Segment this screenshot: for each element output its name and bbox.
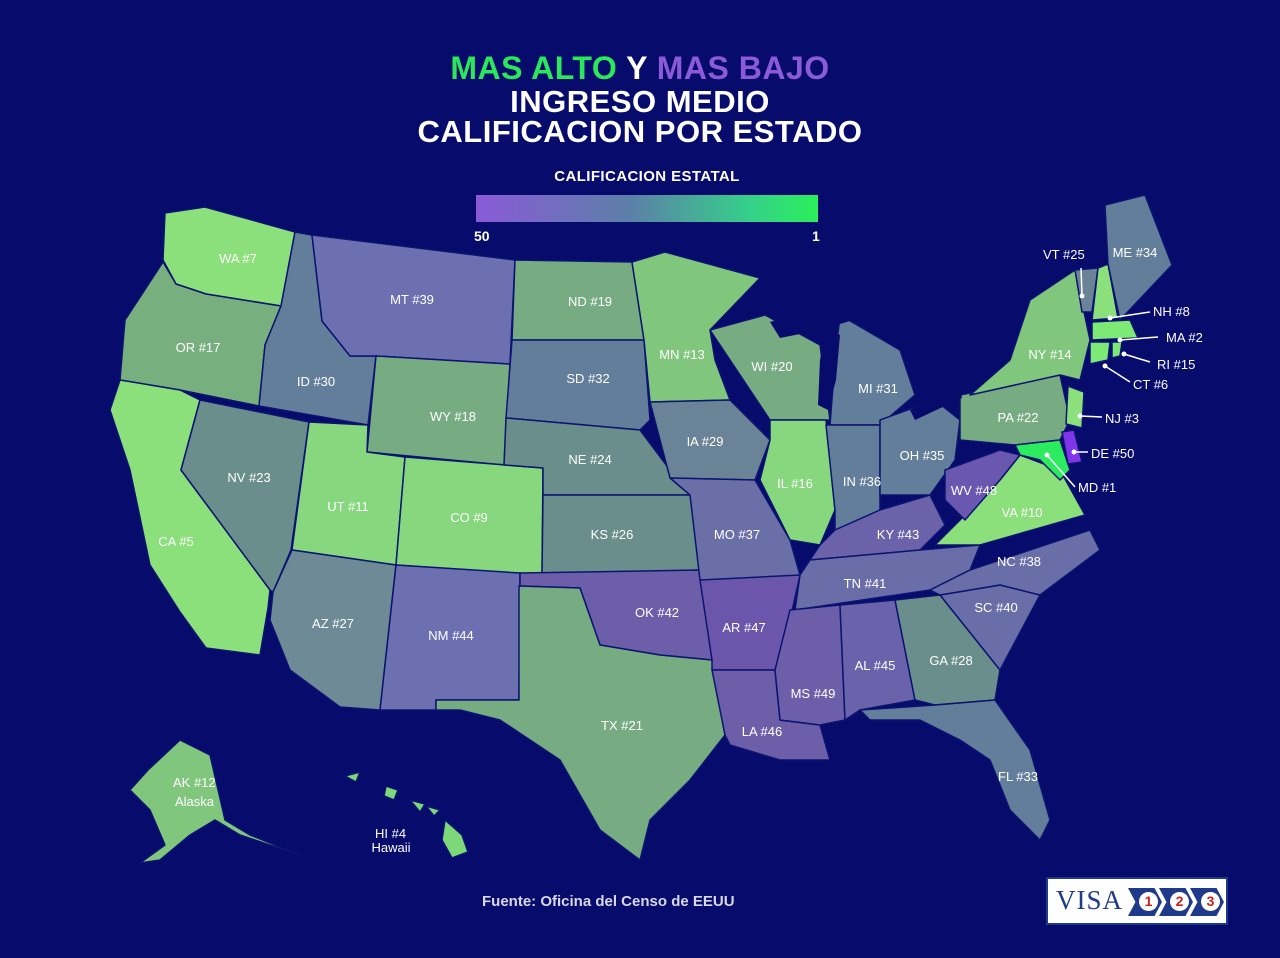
label-co: CO #9 <box>450 510 488 525</box>
label-in: IN #36 <box>843 474 881 489</box>
label-nj: NJ #3 <box>1105 411 1139 426</box>
label-or: OR #17 <box>176 340 221 355</box>
label-mn: MN #13 <box>659 347 705 362</box>
source-note: Fuente: Oficina del Censo de EEUU <box>482 893 735 910</box>
state-nh[interactable] <box>1091 263 1119 321</box>
state-wv[interactable] <box>944 449 1021 521</box>
label-il: IL #16 <box>777 476 813 491</box>
label-pa: PA #22 <box>998 410 1039 425</box>
label-nd: ND #19 <box>568 294 612 309</box>
label-az: AZ #27 <box>312 616 354 631</box>
label-ma: MA #2 <box>1166 330 1203 345</box>
logo-step-2: 2 <box>1159 888 1193 916</box>
label-oh: OH #35 <box>900 448 945 463</box>
label-wa: WA #7 <box>219 251 257 266</box>
label-ak: AK #12 <box>173 775 216 790</box>
map-title-line3: CALIFICACION POR ESTADO <box>417 114 863 149</box>
legend-color-scale <box>476 195 818 222</box>
label-sd: SD #32 <box>566 371 609 386</box>
title-lowest: MAS BAJO <box>656 50 830 86</box>
state-me[interactable] <box>1104 194 1173 321</box>
state-sd[interactable] <box>505 339 651 431</box>
state-al[interactable] <box>839 599 916 721</box>
label-hi: HI #4 <box>375 826 406 841</box>
state-ri[interactable] <box>1111 341 1123 359</box>
label-fl: FL #33 <box>998 769 1038 784</box>
state-de[interactable] <box>1061 429 1083 465</box>
label-ks: KS #26 <box>591 527 634 542</box>
label-mo: MO #37 <box>714 527 760 542</box>
legend-title: CALIFICACION ESTATAL <box>554 168 740 185</box>
label-ia: IA #29 <box>687 434 724 449</box>
label-ar: AR #47 <box>722 620 765 635</box>
label-ne: NE #24 <box>568 452 611 467</box>
visa123-logo: VISA 1 2 3 <box>1046 877 1228 925</box>
state-ak[interactable] <box>129 739 301 864</box>
label-ok: OK #42 <box>635 605 679 620</box>
label-hi-name: Hawaii <box>371 840 410 855</box>
legend-max-label: 1 <box>812 228 820 244</box>
label-de: DE #50 <box>1091 446 1134 461</box>
label-tn: TN #41 <box>844 576 887 591</box>
state-nj[interactable] <box>1065 385 1085 429</box>
label-la: LA #46 <box>742 724 783 739</box>
label-sc: SC #40 <box>974 600 1017 615</box>
logo-step-3: 3 <box>1190 888 1224 916</box>
label-vt: VT #25 <box>1043 247 1085 262</box>
leader-dots <box>1044 293 1127 458</box>
map-title-line1: MAS ALTO Y MAS BAJO <box>0 50 1280 87</box>
label-nh: NH #8 <box>1153 304 1190 319</box>
label-ms: MS #49 <box>791 686 836 701</box>
label-mt: MT #39 <box>390 292 434 307</box>
label-wi: WI #20 <box>751 359 792 374</box>
legend-min-label: 50 <box>474 228 490 244</box>
label-ak-name: Alaska <box>175 794 215 809</box>
state-mi[interactable] <box>829 314 916 426</box>
label-ca: CA #5 <box>158 534 193 549</box>
label-id: ID #30 <box>297 374 335 389</box>
label-al: AL #45 <box>855 658 896 673</box>
label-me: ME #34 <box>1113 245 1158 260</box>
label-ga: GA #28 <box>929 653 972 668</box>
lake-erie <box>910 388 962 420</box>
label-wv: WV #48 <box>951 483 997 498</box>
title-highest: MAS ALTO <box>450 50 618 86</box>
state-fl[interactable] <box>859 699 1051 841</box>
logo-step-1: 1 <box>1128 888 1162 916</box>
label-mi: MI #31 <box>858 381 898 396</box>
state-nc[interactable] <box>929 529 1101 596</box>
state-tx[interactable] <box>435 585 726 861</box>
label-nm: NM #44 <box>428 628 474 643</box>
map-title-line2: INGRESO MEDIO <box>510 84 770 119</box>
leader-lines <box>1046 267 1159 488</box>
label-ny: NY #14 <box>1028 347 1071 362</box>
label-ct: CT #6 <box>1133 377 1168 392</box>
label-nc: NC #38 <box>997 554 1041 569</box>
label-wy: WY #18 <box>430 409 476 424</box>
state-ma[interactable] <box>1091 319 1139 341</box>
lake-michigan <box>818 330 840 410</box>
label-ky: KY #43 <box>877 527 919 542</box>
state-ia[interactable] <box>649 399 771 481</box>
state-md[interactable] <box>1014 439 1071 481</box>
lake-superior <box>770 300 860 338</box>
label-md: MD #1 <box>1078 480 1116 495</box>
label-ri: RI #15 <box>1157 357 1195 372</box>
state-ct[interactable] <box>1089 341 1111 365</box>
title-and: Y <box>626 50 648 86</box>
label-va: VA #10 <box>1002 505 1043 520</box>
label-nv: NV #23 <box>227 470 270 485</box>
logo-text: VISA <box>1056 885 1124 915</box>
state-hi[interactable] <box>344 771 469 859</box>
label-tx: TX #21 <box>601 718 643 733</box>
label-ut: UT #11 <box>327 499 368 514</box>
state-mn[interactable] <box>631 251 761 403</box>
state-ny[interactable] <box>969 269 1091 396</box>
